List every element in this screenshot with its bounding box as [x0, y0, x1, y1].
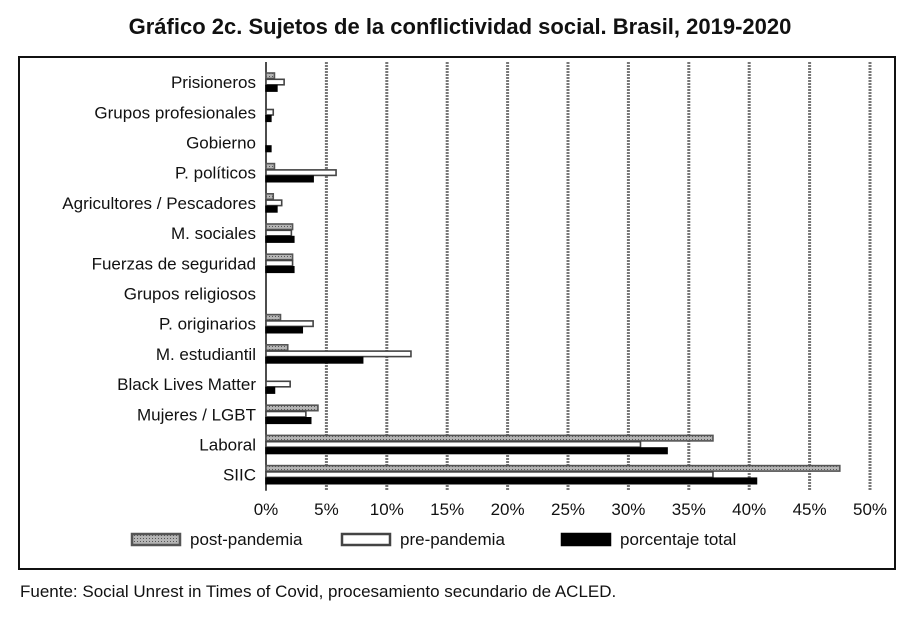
- x-tick-label: 10%: [370, 500, 404, 519]
- x-tick-label: 25%: [551, 500, 585, 519]
- post-pandemia-bar: [265, 404, 319, 412]
- post-pandemia-bar: [265, 72, 276, 80]
- category-label: Prisioneros: [171, 73, 256, 92]
- legend-label: post-pandemia: [190, 530, 303, 549]
- x-tick-label: 5%: [314, 500, 339, 519]
- category-label: Fuerzas de seguridad: [92, 254, 256, 273]
- post-pandemia-bar: [265, 193, 275, 201]
- total-bar: [265, 447, 668, 455]
- legend-label: pre-pandemia: [400, 530, 505, 549]
- post-pandemia-bar: [265, 162, 276, 170]
- legend-label: porcentaje total: [620, 530, 736, 549]
- category-label: P. originarios: [159, 315, 256, 334]
- legend: post-pandemia pre-pandemia porcentaje tota…: [130, 530, 736, 549]
- total-bar: [265, 114, 272, 123]
- total-bar: [265, 235, 295, 243]
- bar-chart: Prisioneros Grupos profesionales Gobierno P…: [62, 62, 887, 549]
- pre-pandemia-bar: [265, 410, 307, 418]
- pre-pandemia-bar: [265, 350, 412, 358]
- total-bar: [265, 386, 276, 394]
- total-swatch: [560, 532, 612, 547]
- category-label: Grupos profesionales: [94, 103, 256, 122]
- x-tick-label: 0%: [254, 500, 279, 519]
- post-pandemia-swatch: [130, 532, 182, 547]
- x-tick-label: 35%: [672, 500, 706, 519]
- pre-pandemia-bar: [265, 440, 642, 449]
- chart-frame: Prisioneros Grupos profesionales Gobierno P…: [18, 56, 896, 570]
- x-tick-label: 20%: [491, 500, 525, 519]
- category-label: P. políticos: [175, 164, 256, 183]
- pre-pandemia-swatch: [340, 532, 392, 547]
- category-label: M. estudiantil: [156, 345, 256, 364]
- total-bar: [265, 205, 278, 213]
- post-pandemia-bar: [265, 464, 841, 472]
- post-pandemia-bar: [265, 343, 289, 352]
- total-bar: [265, 175, 314, 183]
- category-label: Grupos religiosos: [124, 285, 256, 304]
- pre-pandemia-bar: [265, 380, 291, 388]
- total-bar: [265, 477, 758, 485]
- total-bar: [265, 326, 304, 334]
- x-tick-label: 45%: [793, 500, 827, 519]
- pre-pandemia-bar: [265, 108, 275, 116]
- pre-pandemia-bar: [265, 320, 314, 328]
- total-bar: [265, 145, 272, 153]
- post-pandemia-bar: [265, 434, 714, 442]
- x-tick-label: 50%: [853, 500, 887, 519]
- x-tick-label: 15%: [430, 500, 464, 519]
- category-labels: Prisioneros Grupos profesionales Gobierno P…: [62, 73, 256, 485]
- category-label: Laboral: [199, 436, 256, 455]
- source-note: Fuente: Social Unrest in Times of Covid,…: [20, 582, 617, 601]
- category-label: Mujeres / LGBT: [137, 405, 256, 424]
- total-bar: [265, 416, 312, 425]
- total-bar: [265, 266, 295, 274]
- category-label: Agricultores / Pescadores: [62, 194, 256, 213]
- category-label: M. sociales: [171, 224, 256, 243]
- pre-pandemia-bar: [265, 229, 293, 237]
- chart-title: Gráfico 2c. Sujetos de la conflictividad…: [128, 14, 792, 39]
- pre-pandemia-bar: [265, 199, 283, 207]
- bars: [265, 72, 841, 485]
- total-bar: [265, 356, 364, 364]
- category-label: Gobierno: [186, 134, 256, 153]
- pre-pandemia-bar: [265, 78, 285, 86]
- category-label: SIIC: [223, 466, 256, 485]
- total-bar: [265, 84, 278, 92]
- post-pandemia-bar: [265, 223, 294, 231]
- x-tick-label: 40%: [732, 500, 766, 519]
- pre-pandemia-bar: [265, 169, 337, 177]
- pre-pandemia-bar: [265, 259, 294, 267]
- grid-lines: [265, 62, 872, 491]
- post-pandemia-bar: [265, 313, 282, 321]
- category-label: Black Lives Matter: [117, 375, 256, 394]
- pre-pandemia-bar: [265, 471, 714, 479]
- x-tick-label: 30%: [611, 500, 645, 519]
- post-pandemia-bar: [265, 253, 294, 261]
- x-tick-labels: 0% 5% 10% 15% 20% 25% 30% 35% 40% 45% 50%: [254, 500, 887, 519]
